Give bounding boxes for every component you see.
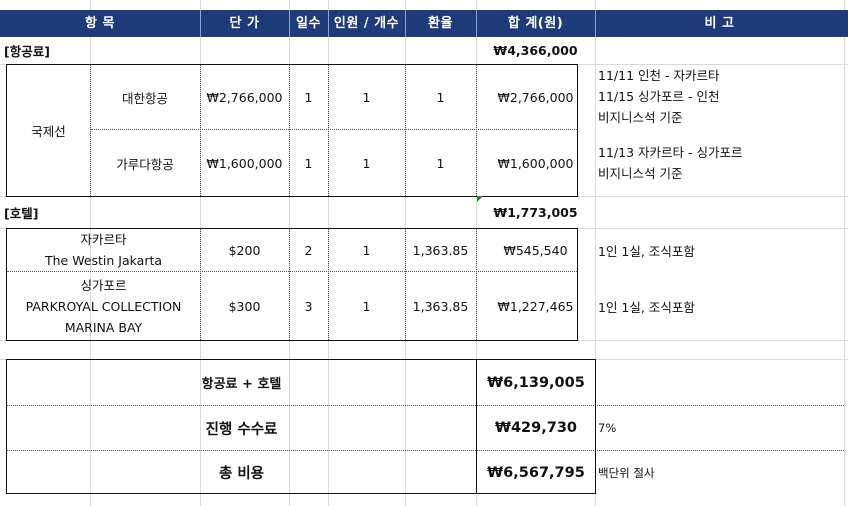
hotel-section-total[interactable]: ₩1,773,005: [493, 204, 578, 220]
summary-label: 진행 수수료: [205, 421, 278, 438]
summary-value: ₩6,139,005: [487, 374, 585, 391]
note-line: 11/15 싱가포르 - 인천: [598, 89, 720, 104]
header-divider: [405, 10, 406, 37]
unit-price: ₩1,600,000: [206, 155, 283, 171]
divider: [289, 229, 290, 340]
summary-label: 총 비용: [218, 466, 265, 482]
header-item: 항 목: [85, 16, 115, 31]
air-group-label[interactable]: 국제선: [31, 124, 66, 139]
air-section-total[interactable]: ₩4,366,000: [493, 42, 578, 58]
divider: [476, 65, 477, 196]
note-line: 비지니스석 기준: [598, 166, 683, 181]
header-divider: [200, 10, 201, 37]
hotel-title: PARKROYAL COLLECTION: [25, 298, 182, 314]
unit-price: $300: [228, 298, 261, 314]
summary-label: 항공료 + 호텔: [201, 377, 282, 392]
gridline: [844, 0, 845, 506]
hotel-name: 자카르타 The Westin Jakarta: [7, 229, 200, 271]
days: 3: [304, 298, 313, 314]
hotel-name: 싱가포르 PARKROYAL COLLECTION MARINA BAY: [7, 272, 200, 340]
days: 1: [304, 155, 313, 171]
hotel-section-label[interactable]: [호텔]: [4, 205, 39, 221]
note-line: 11/13 자카르타 - 싱가포르: [598, 145, 743, 160]
header-divider: [595, 10, 596, 37]
gridline: [90, 0, 91, 506]
people-count: 1: [362, 155, 371, 171]
header-days: 일수: [296, 16, 321, 31]
header-people: 인원 / 개수: [333, 16, 400, 31]
row-total: ₩1,227,465: [497, 298, 574, 314]
air-section-label[interactable]: [항공료]: [4, 43, 50, 59]
summary-value: ₩429,730: [494, 420, 578, 436]
unit-price: $200: [228, 242, 261, 258]
divider: [328, 65, 329, 196]
divider: [289, 65, 290, 196]
summary-note: 백단위 절사: [598, 465, 655, 480]
hotel-city: 싱가포르: [80, 277, 127, 293]
header-total: 합 계(원): [507, 16, 564, 31]
days: 1: [304, 89, 313, 105]
comment-indicator-icon: [477, 196, 483, 202]
header-divider: [476, 10, 477, 37]
divider: [7, 405, 844, 406]
divider: [7, 450, 844, 451]
divider: [200, 65, 201, 196]
header-divider: [328, 10, 329, 37]
header-divider: [289, 10, 290, 37]
people-count: 1: [362, 89, 371, 105]
divider: [90, 65, 91, 196]
header-price: 단 가: [229, 16, 260, 31]
exchange-rate: 1,363.85: [412, 298, 469, 314]
summary-note: [596, 360, 838, 405]
divider: [7, 271, 577, 272]
exchange-rate: 1: [436, 89, 445, 105]
people-count: 1: [362, 298, 371, 314]
note-line: 11/11 인천 - 자카르타: [598, 68, 720, 83]
header-rate: 환율: [428, 16, 453, 31]
header-row: 항 목 단 가 일수 인원 / 개수 환율 합 계(원) 비 고: [0, 10, 848, 37]
hotel-title-line2: MARINA BAY: [64, 319, 143, 335]
row-total: ₩545,540: [503, 242, 568, 258]
gridline: [595, 0, 596, 506]
unit-price: ₩2,766,000: [206, 89, 283, 105]
note-line: 비지니스석 기준: [598, 110, 683, 125]
hotel-table-box: [6, 228, 578, 341]
exchange-rate: 1,363.85: [412, 242, 469, 258]
hotel-city: 자카르타: [80, 232, 127, 247]
days: 2: [304, 242, 313, 258]
divider: [476, 229, 477, 340]
row-notes: 11/13 자카르타 - 싱가포르 비지니스석 기준: [598, 142, 742, 184]
divider: [328, 229, 329, 340]
divider: [91, 129, 577, 130]
row-notes: 1인 1실, 조식포함: [598, 299, 695, 315]
row-total: ₩1,600,000: [497, 155, 574, 171]
airline-name: 가루다항공: [116, 156, 174, 172]
air-table-box: [6, 64, 578, 197]
divider: [200, 229, 201, 340]
airline-name: 대한항공: [121, 90, 168, 106]
people-count: 1: [362, 242, 371, 258]
summary-note: 7%: [598, 421, 617, 435]
summary-value: ₩6,567,795: [487, 464, 585, 481]
row-notes: 11/11 인천 - 자카르타 11/15 싱가포르 - 인천 비지니스석 기준: [598, 65, 719, 128]
summary-value-column: [476, 359, 596, 494]
divider: [405, 229, 406, 340]
row-total: ₩2,766,000: [497, 89, 574, 105]
exchange-rate: 1: [436, 155, 445, 171]
row-notes: 1인 1실, 조식포함: [598, 243, 695, 259]
divider: [405, 65, 406, 196]
header-notes: 비 고: [704, 16, 735, 31]
hotel-title: The Westin Jakarta: [44, 253, 163, 268]
